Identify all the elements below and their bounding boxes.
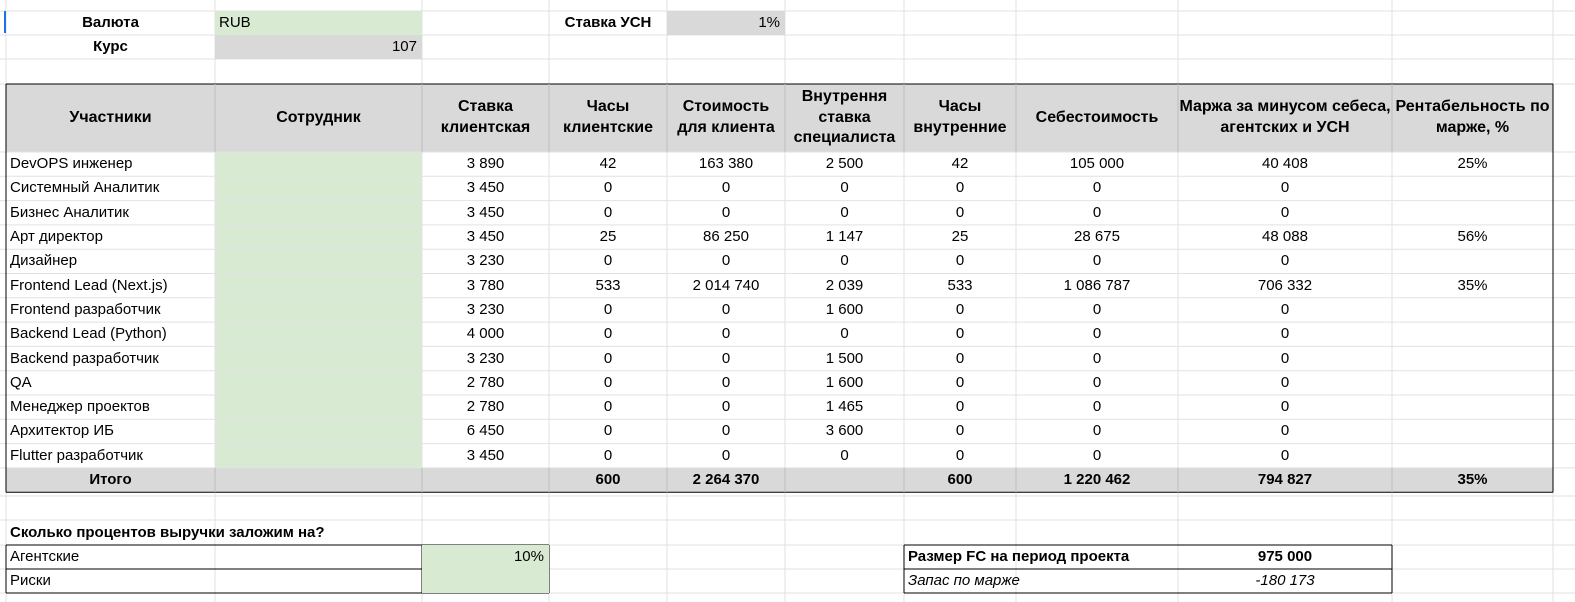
usn-value-cell[interactable]: 1% [667, 11, 785, 35]
rate-label: Курс [93, 38, 128, 55]
reserve-label: Запас по марже [908, 572, 1020, 589]
risks-label: Риски [10, 572, 51, 589]
active-cell-indicator [4, 11, 6, 33]
risks-value-cell[interactable] [422, 569, 549, 593]
agency-label: Агентские [10, 548, 80, 565]
currency-value-cell[interactable]: RUB [215, 11, 422, 35]
usn-label: Ставка УСН [564, 14, 652, 31]
rate-value-cell[interactable]: 107 [215, 35, 422, 59]
fc-value-cell[interactable]: 975 000 [1257, 548, 1313, 565]
question-text: Сколько процентов выручки заложим на? [10, 524, 325, 541]
currency-label: Валюта [82, 14, 139, 31]
agency-value-cell[interactable]: 10% [422, 545, 549, 569]
reserve-value-cell[interactable]: -180 173 [1255, 572, 1315, 589]
fc-label: Размер FC на период проекта [908, 548, 1130, 565]
